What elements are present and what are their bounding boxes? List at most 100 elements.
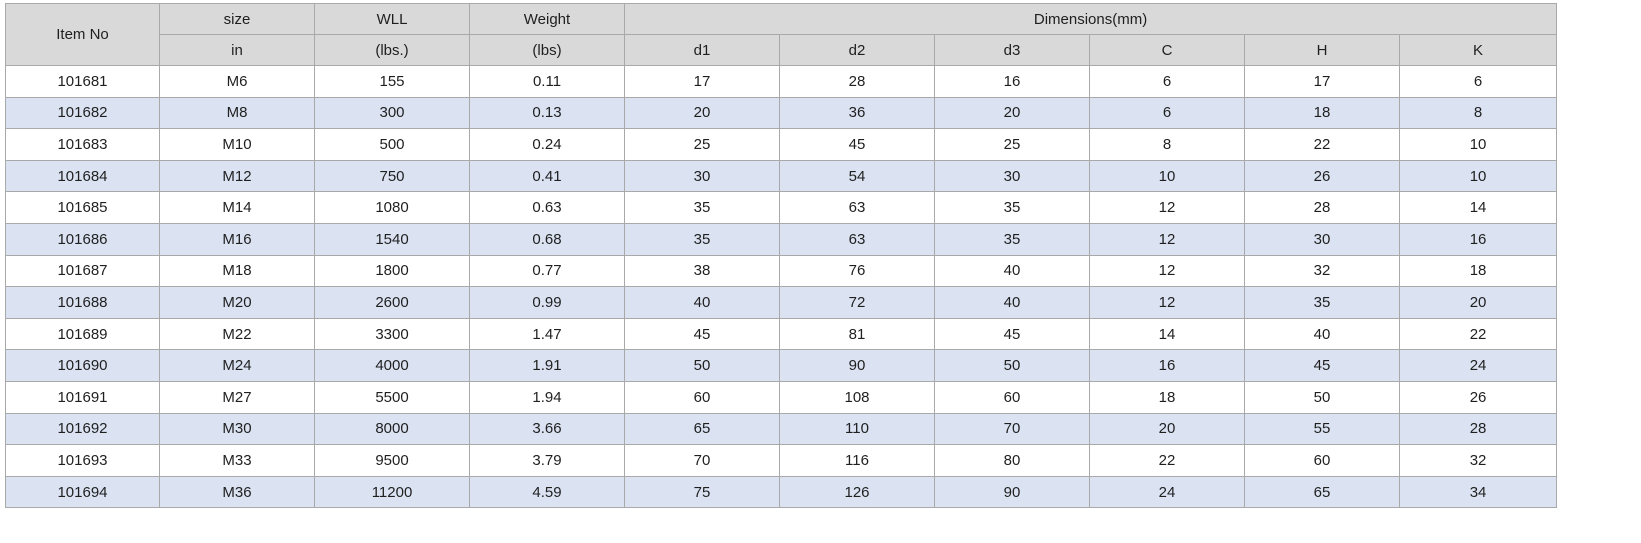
wll-cell: 300 bbox=[314, 96, 470, 130]
k-cell: 20 bbox=[1398, 286, 1558, 319]
item-no-cell: 101683 bbox=[5, 128, 160, 161]
header-d1: d1 bbox=[624, 34, 780, 66]
k-cell: 8 bbox=[1398, 96, 1558, 130]
weight-cell: 0.77 bbox=[469, 254, 625, 288]
table-row: 101690 M24 4000 1.91 50 90 50 16 45 24 bbox=[5, 349, 1558, 382]
h-cell: 22 bbox=[1244, 128, 1400, 161]
header-item-no: Item No bbox=[5, 3, 160, 66]
weight-cell: 1.91 bbox=[469, 349, 625, 382]
item-no-cell: 101685 bbox=[5, 191, 160, 224]
d3-cell: 80 bbox=[934, 444, 1090, 477]
k-cell: 10 bbox=[1398, 159, 1558, 193]
wll-cell: 1540 bbox=[314, 222, 470, 256]
header-wll: WLL bbox=[314, 3, 470, 35]
item-no-cell: 101691 bbox=[5, 380, 160, 414]
spec-table: Item No size WLL Weight Dimensions(mm) i… bbox=[5, 3, 1558, 509]
weight-cell: 0.99 bbox=[469, 286, 625, 319]
header-row-1: Item No size WLL Weight Dimensions(mm) bbox=[5, 3, 1558, 66]
item-no-cell: 101687 bbox=[5, 254, 160, 288]
d3-cell: 40 bbox=[934, 254, 1090, 288]
wll-cell: 11200 bbox=[314, 475, 470, 509]
c-cell: 22 bbox=[1089, 444, 1245, 477]
d1-cell: 17 bbox=[624, 65, 780, 98]
item-no-cell: 101689 bbox=[5, 317, 160, 351]
size-cell: M8 bbox=[159, 96, 315, 130]
c-cell: 12 bbox=[1089, 191, 1245, 224]
item-no-cell: 101686 bbox=[5, 222, 160, 256]
item-no-cell: 101688 bbox=[5, 286, 160, 319]
item-no-cell: 101692 bbox=[5, 412, 160, 446]
d1-cell: 30 bbox=[624, 159, 780, 193]
table-row: 101681 M6 155 0.11 17 28 16 6 17 6 bbox=[5, 65, 1558, 98]
d1-cell: 65 bbox=[624, 412, 780, 446]
d3-cell: 40 bbox=[934, 286, 1090, 319]
c-cell: 12 bbox=[1089, 254, 1245, 288]
d1-cell: 75 bbox=[624, 475, 780, 509]
size-cell: M12 bbox=[159, 159, 315, 193]
wll-cell: 3300 bbox=[314, 317, 470, 351]
c-cell: 12 bbox=[1089, 222, 1245, 256]
d2-cell: 81 bbox=[779, 317, 935, 351]
h-cell: 28 bbox=[1244, 191, 1400, 224]
c-cell: 24 bbox=[1089, 475, 1245, 509]
d1-cell: 40 bbox=[624, 286, 780, 319]
wll-cell: 2600 bbox=[314, 286, 470, 319]
k-cell: 22 bbox=[1398, 317, 1558, 351]
wll-cell: 5500 bbox=[314, 380, 470, 414]
d3-cell: 35 bbox=[934, 222, 1090, 256]
size-cell: M16 bbox=[159, 222, 315, 256]
header-c: C bbox=[1089, 34, 1245, 66]
d2-cell: 76 bbox=[779, 254, 935, 288]
k-cell: 18 bbox=[1398, 254, 1558, 288]
k-cell: 34 bbox=[1398, 475, 1558, 509]
wll-cell: 8000 bbox=[314, 412, 470, 446]
d1-cell: 50 bbox=[624, 349, 780, 382]
k-cell: 6 bbox=[1398, 65, 1558, 98]
size-cell: M6 bbox=[159, 65, 315, 98]
d3-cell: 60 bbox=[934, 380, 1090, 414]
size-cell: M33 bbox=[159, 444, 315, 477]
weight-cell: 3.79 bbox=[469, 444, 625, 477]
item-no-cell: 101694 bbox=[5, 475, 160, 509]
d2-cell: 63 bbox=[779, 191, 935, 224]
c-cell: 10 bbox=[1089, 159, 1245, 193]
h-cell: 30 bbox=[1244, 222, 1400, 256]
k-cell: 24 bbox=[1398, 349, 1558, 382]
d1-cell: 25 bbox=[624, 128, 780, 161]
c-cell: 12 bbox=[1089, 286, 1245, 319]
item-no-cell: 101682 bbox=[5, 96, 160, 130]
weight-cell: 0.63 bbox=[469, 191, 625, 224]
d1-cell: 60 bbox=[624, 380, 780, 414]
h-cell: 45 bbox=[1244, 349, 1400, 382]
table-row: 101684 M12 750 0.41 30 54 30 10 26 10 bbox=[5, 159, 1558, 193]
d1-cell: 38 bbox=[624, 254, 780, 288]
spec-table-container: Item No size WLL Weight Dimensions(mm) i… bbox=[5, 3, 1558, 509]
item-no-cell: 101693 bbox=[5, 444, 160, 477]
size-cell: M14 bbox=[159, 191, 315, 224]
table-row: 101686 M16 1540 0.68 35 63 35 12 30 16 bbox=[5, 222, 1558, 256]
h-cell: 17 bbox=[1244, 65, 1400, 98]
weight-cell: 4.59 bbox=[469, 475, 625, 509]
d1-cell: 70 bbox=[624, 444, 780, 477]
c-cell: 20 bbox=[1089, 412, 1245, 446]
d3-cell: 70 bbox=[934, 412, 1090, 446]
size-cell: M20 bbox=[159, 286, 315, 319]
k-cell: 26 bbox=[1398, 380, 1558, 414]
table-row: 101687 M18 1800 0.77 38 76 40 12 32 18 bbox=[5, 254, 1558, 288]
wll-cell: 500 bbox=[314, 128, 470, 161]
d3-cell: 16 bbox=[934, 65, 1090, 98]
header-size-unit: in bbox=[159, 34, 315, 66]
c-cell: 14 bbox=[1089, 317, 1245, 351]
weight-cell: 0.11 bbox=[469, 65, 625, 98]
c-cell: 6 bbox=[1089, 96, 1245, 130]
h-cell: 60 bbox=[1244, 444, 1400, 477]
weight-cell: 0.68 bbox=[469, 222, 625, 256]
k-cell: 14 bbox=[1398, 191, 1558, 224]
wll-cell: 1080 bbox=[314, 191, 470, 224]
table-row: 101689 M22 3300 1.47 45 81 45 14 40 22 bbox=[5, 317, 1558, 351]
wll-cell: 9500 bbox=[314, 444, 470, 477]
d3-cell: 30 bbox=[934, 159, 1090, 193]
h-cell: 32 bbox=[1244, 254, 1400, 288]
d3-cell: 20 bbox=[934, 96, 1090, 130]
weight-cell: 0.24 bbox=[469, 128, 625, 161]
